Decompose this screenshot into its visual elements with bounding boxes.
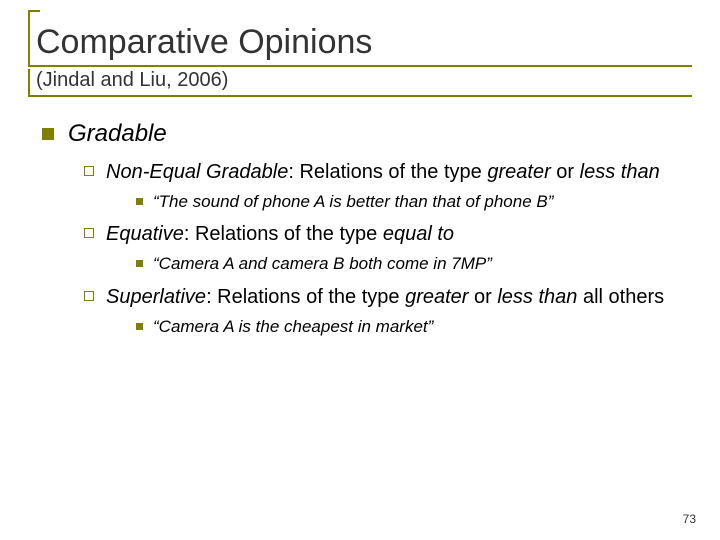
subtitle-container: (Jindal and Liu, 2006)	[28, 69, 692, 97]
example-text: “The sound of phone A is better than tha…	[153, 191, 553, 213]
sub-bullet-nonequal: Non-Equal Gradable: Relations of the typ…	[84, 159, 692, 185]
small-square-bullet-icon	[136, 260, 143, 267]
mid: or	[468, 286, 497, 308]
kw2: less than	[580, 161, 660, 183]
small-square-bullet-icon	[136, 323, 143, 330]
slide-title: Comparative Opinions	[36, 24, 692, 61]
small-square-bullet-icon	[136, 198, 143, 205]
top-bullet-gradable: Gradable	[42, 119, 692, 149]
mid: or	[551, 161, 580, 183]
example-bullet: “The sound of phone A is better than tha…	[136, 191, 692, 213]
title-container: Comparative Opinions	[28, 24, 692, 67]
rest: : Relations of the type	[206, 286, 405, 308]
sub-bullet-text: Superlative: Relations of the type great…	[106, 284, 664, 310]
sub-bullet-equative: Equative: Relations of the type equal to	[84, 221, 692, 247]
hollow-square-bullet-icon	[84, 166, 94, 176]
slide-subtitle: (Jindal and Liu, 2006)	[36, 69, 692, 92]
rest: : Relations of the type	[288, 161, 487, 183]
sub-bullet-text: Non-Equal Gradable: Relations of the typ…	[106, 159, 660, 185]
term: Superlative	[106, 286, 206, 308]
kw1: greater	[487, 161, 550, 183]
top-bullet-label: Gradable	[68, 119, 167, 149]
rest: : Relations of the type	[184, 223, 383, 245]
title-tick	[28, 10, 40, 12]
term: Equative	[106, 223, 184, 245]
square-bullet-icon	[42, 128, 54, 140]
hollow-square-bullet-icon	[84, 228, 94, 238]
kw1: greater	[405, 286, 468, 308]
example-bullet: “Camera A is the cheapest in market”	[136, 316, 692, 338]
example-text: “Camera A is the cheapest in market”	[153, 316, 433, 338]
kw2: less than	[497, 286, 577, 308]
example-bullet: “Camera A and camera B both come in 7MP”	[136, 253, 692, 275]
sub-bullet-superlative: Superlative: Relations of the type great…	[84, 284, 692, 310]
sub-bullet-text: Equative: Relations of the type equal to	[106, 221, 454, 247]
after: all others	[577, 286, 664, 308]
term: Non-Equal Gradable	[106, 161, 288, 183]
example-text: “Camera A and camera B both come in 7MP”	[153, 253, 492, 275]
hollow-square-bullet-icon	[84, 291, 94, 301]
kw1: equal to	[383, 223, 454, 245]
page-number: 73	[683, 512, 696, 526]
